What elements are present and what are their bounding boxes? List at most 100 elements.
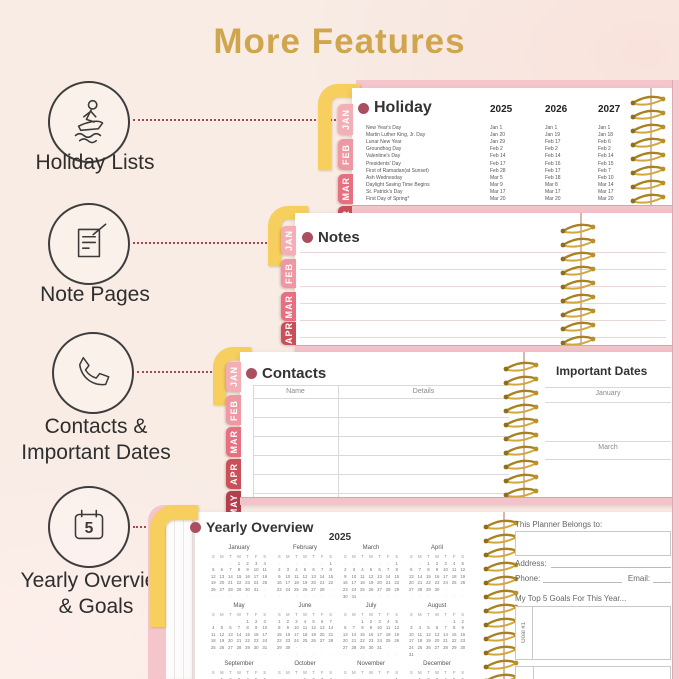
day-cell: 13 [228, 631, 233, 637]
mini-month-name: October [294, 661, 316, 667]
day-cell: 26 [302, 586, 308, 592]
day-cell: 3 [433, 677, 442, 679]
month-tab-label: APR [283, 322, 294, 345]
holiday-date: Jan 29 [490, 138, 506, 145]
weekday-label: T [378, 670, 381, 675]
day-cell: - [367, 677, 376, 679]
notes-ruled-lines [300, 236, 666, 344]
day-cell: - [344, 651, 346, 657]
feature-label-holiday-lists: Holiday Lists [5, 150, 185, 176]
month-tab-feb: FEB [338, 139, 353, 170]
day-cell: 9 [369, 625, 373, 631]
day-cell: 3 [286, 567, 290, 573]
contacts-table-left-border [253, 385, 254, 497]
holiday-date: Jan 1 [490, 124, 503, 131]
day-cell: 23 [460, 638, 466, 644]
day-cell: - [278, 560, 280, 566]
day-cell: - [292, 677, 301, 679]
day-cell: - [453, 586, 455, 592]
day-cell: 14 [236, 631, 242, 637]
day-cell: 18 [417, 638, 423, 644]
feature-label-line: Contacts & [44, 415, 148, 438]
holiday-date: Feb 2 [490, 146, 503, 153]
weekday-label: M [220, 612, 224, 617]
day-cell: - [329, 586, 332, 592]
month-tab-jan: JAN [338, 104, 353, 135]
day-cell: 13 [219, 573, 225, 579]
day-cell: 7 [320, 567, 324, 573]
weekday-label: M [352, 554, 356, 559]
day-cell: 4 [441, 677, 450, 679]
holiday-row: Martin Luther King, Jr. Day Jan 20 Jan 19 J… [366, 131, 658, 138]
day-cell: - [263, 586, 266, 592]
day-cell: 19 [219, 638, 225, 644]
weekday-label: S [395, 554, 399, 559]
holiday-date: Mar 17 [545, 189, 561, 196]
weekday-label: S [409, 612, 413, 617]
day-cell: 27 [219, 586, 225, 592]
day-cell: - [255, 651, 257, 657]
day-cell: 18 [360, 580, 365, 586]
weekday-label: M [418, 670, 422, 675]
weekday-label: W [236, 554, 242, 559]
day-cell: - [427, 593, 430, 599]
day-cell: 21 [236, 638, 242, 644]
day-cell: - [444, 651, 447, 657]
spiral-ring [628, 107, 668, 120]
day-cell: 16 [253, 631, 259, 637]
day-cell: - [229, 593, 232, 599]
holiday-date: Jan 19 [545, 131, 561, 138]
day-cell: - [295, 644, 298, 650]
holiday-date: Jan 20 [490, 131, 506, 138]
day-cell: 5 [450, 677, 459, 679]
day-cell: - [436, 618, 438, 624]
weekday-label: T [312, 670, 315, 675]
day-cell: 12 [302, 573, 308, 579]
day-cell: 5 [220, 625, 224, 631]
day-cell: 3 [444, 560, 447, 566]
day-cell: 3 [352, 567, 356, 573]
day-cell: 3 [378, 618, 381, 624]
day-cell: - [321, 593, 323, 599]
day-cell: 11 [385, 625, 391, 631]
day-cell: 29 [394, 586, 400, 592]
month-tab-label: JAN [340, 108, 351, 130]
day-cell: - [312, 560, 315, 566]
day-cell: 3 [235, 677, 244, 679]
holiday-date: Mar 8 [545, 182, 558, 189]
spiral-binding [558, 221, 598, 346]
day-cell: - [361, 651, 364, 657]
planner-right-cover-edge [672, 80, 679, 679]
holiday-row: Daylight Saving Time Begins Mar 9 Mar 8 Mar… [366, 182, 658, 189]
holiday-corner-ribbon [318, 84, 360, 170]
day-cell: 5 [252, 677, 261, 679]
month-tab-mar: MAR [226, 427, 241, 457]
weekday-label: S [409, 554, 413, 559]
day-cell: 1 [361, 618, 364, 624]
day-cell: 15 [328, 573, 334, 579]
day-cell: 1 [301, 677, 310, 679]
day-cell: 8 [395, 567, 398, 573]
day-cell: - [461, 593, 464, 599]
weekday-label: F [452, 554, 456, 559]
day-cell: - [395, 593, 398, 599]
spiral-gutter [503, 512, 505, 679]
day-cell: 28 [328, 638, 334, 644]
yearly-corner-ribbon [150, 505, 198, 627]
spiral-ring [481, 573, 521, 586]
holiday-date: Feb 28 [490, 167, 506, 174]
weekday-label: T [295, 612, 298, 617]
connector-holiday [133, 119, 336, 121]
day-cell: - [304, 644, 306, 650]
weekday-label: W [368, 670, 374, 675]
holiday-name: Groundhog Day [366, 146, 402, 153]
mini-month-name: July [365, 603, 377, 609]
day-cell: 30 [285, 644, 291, 650]
day-cell: 23 [253, 638, 259, 644]
day-cell: 16 [276, 580, 282, 586]
bullet-dot [302, 232, 313, 243]
day-cell: 16 [368, 631, 374, 637]
day-cell: 22 [328, 580, 334, 586]
day-cell: 19 [302, 580, 308, 586]
day-cell: 8 [452, 625, 456, 631]
